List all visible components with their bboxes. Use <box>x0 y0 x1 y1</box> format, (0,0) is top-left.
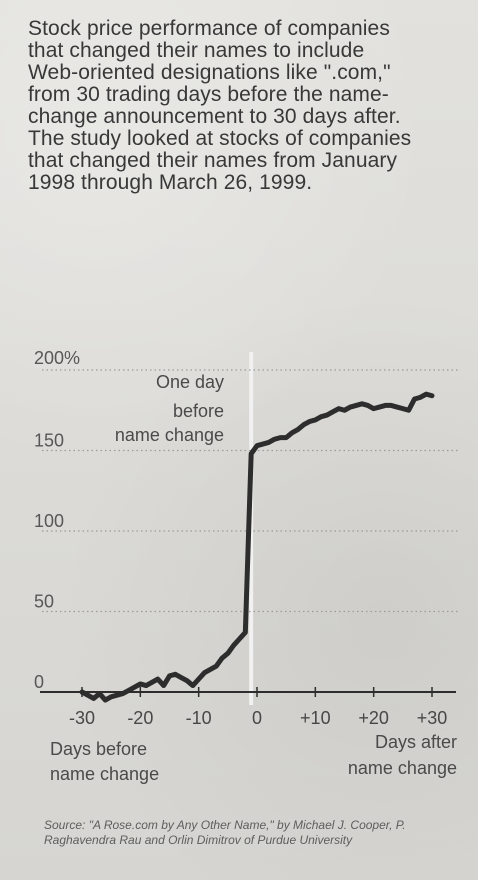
x-tick-label-20: +20 <box>358 708 389 728</box>
y-tick-label-100: 100 <box>34 511 64 531</box>
chart-description: Stock price performance of companies tha… <box>28 17 412 194</box>
event-label-line-1: One day <box>156 372 224 392</box>
x-ticks <box>81 687 433 697</box>
y-tick-labels: 0 50 100 150 200% <box>34 348 80 692</box>
days-before-line-1: Days before <box>50 739 147 759</box>
x-tick-label--20: -20 <box>127 708 153 728</box>
y-tick-label-50: 50 <box>34 592 54 612</box>
x-tick-label-30: +30 <box>417 708 448 728</box>
source-note: Source: "A Rose.com by Any Other Name," … <box>44 818 406 847</box>
days-after-line-2: name change <box>348 758 457 778</box>
event-label-line-3: name change <box>115 425 224 445</box>
days-after-line-1: Days after <box>375 732 457 752</box>
event-label-line-2: before <box>173 401 224 421</box>
days-before-line-2: name change <box>50 764 159 784</box>
y-tick-label-200: 200% <box>34 348 80 368</box>
x-tick-label-10: +10 <box>300 708 331 728</box>
y-tick-label-150: 150 <box>34 431 64 451</box>
x-tick-label--30: -30 <box>69 708 95 728</box>
x-tick-label--10: -10 <box>186 708 212 728</box>
y-tick-label-0: 0 <box>34 672 44 692</box>
performance-line <box>79 391 435 703</box>
x-tick-labels: -30 -20 -10 0 +10 +20 +30 <box>69 708 447 728</box>
x-tick-label-0: 0 <box>252 708 262 728</box>
